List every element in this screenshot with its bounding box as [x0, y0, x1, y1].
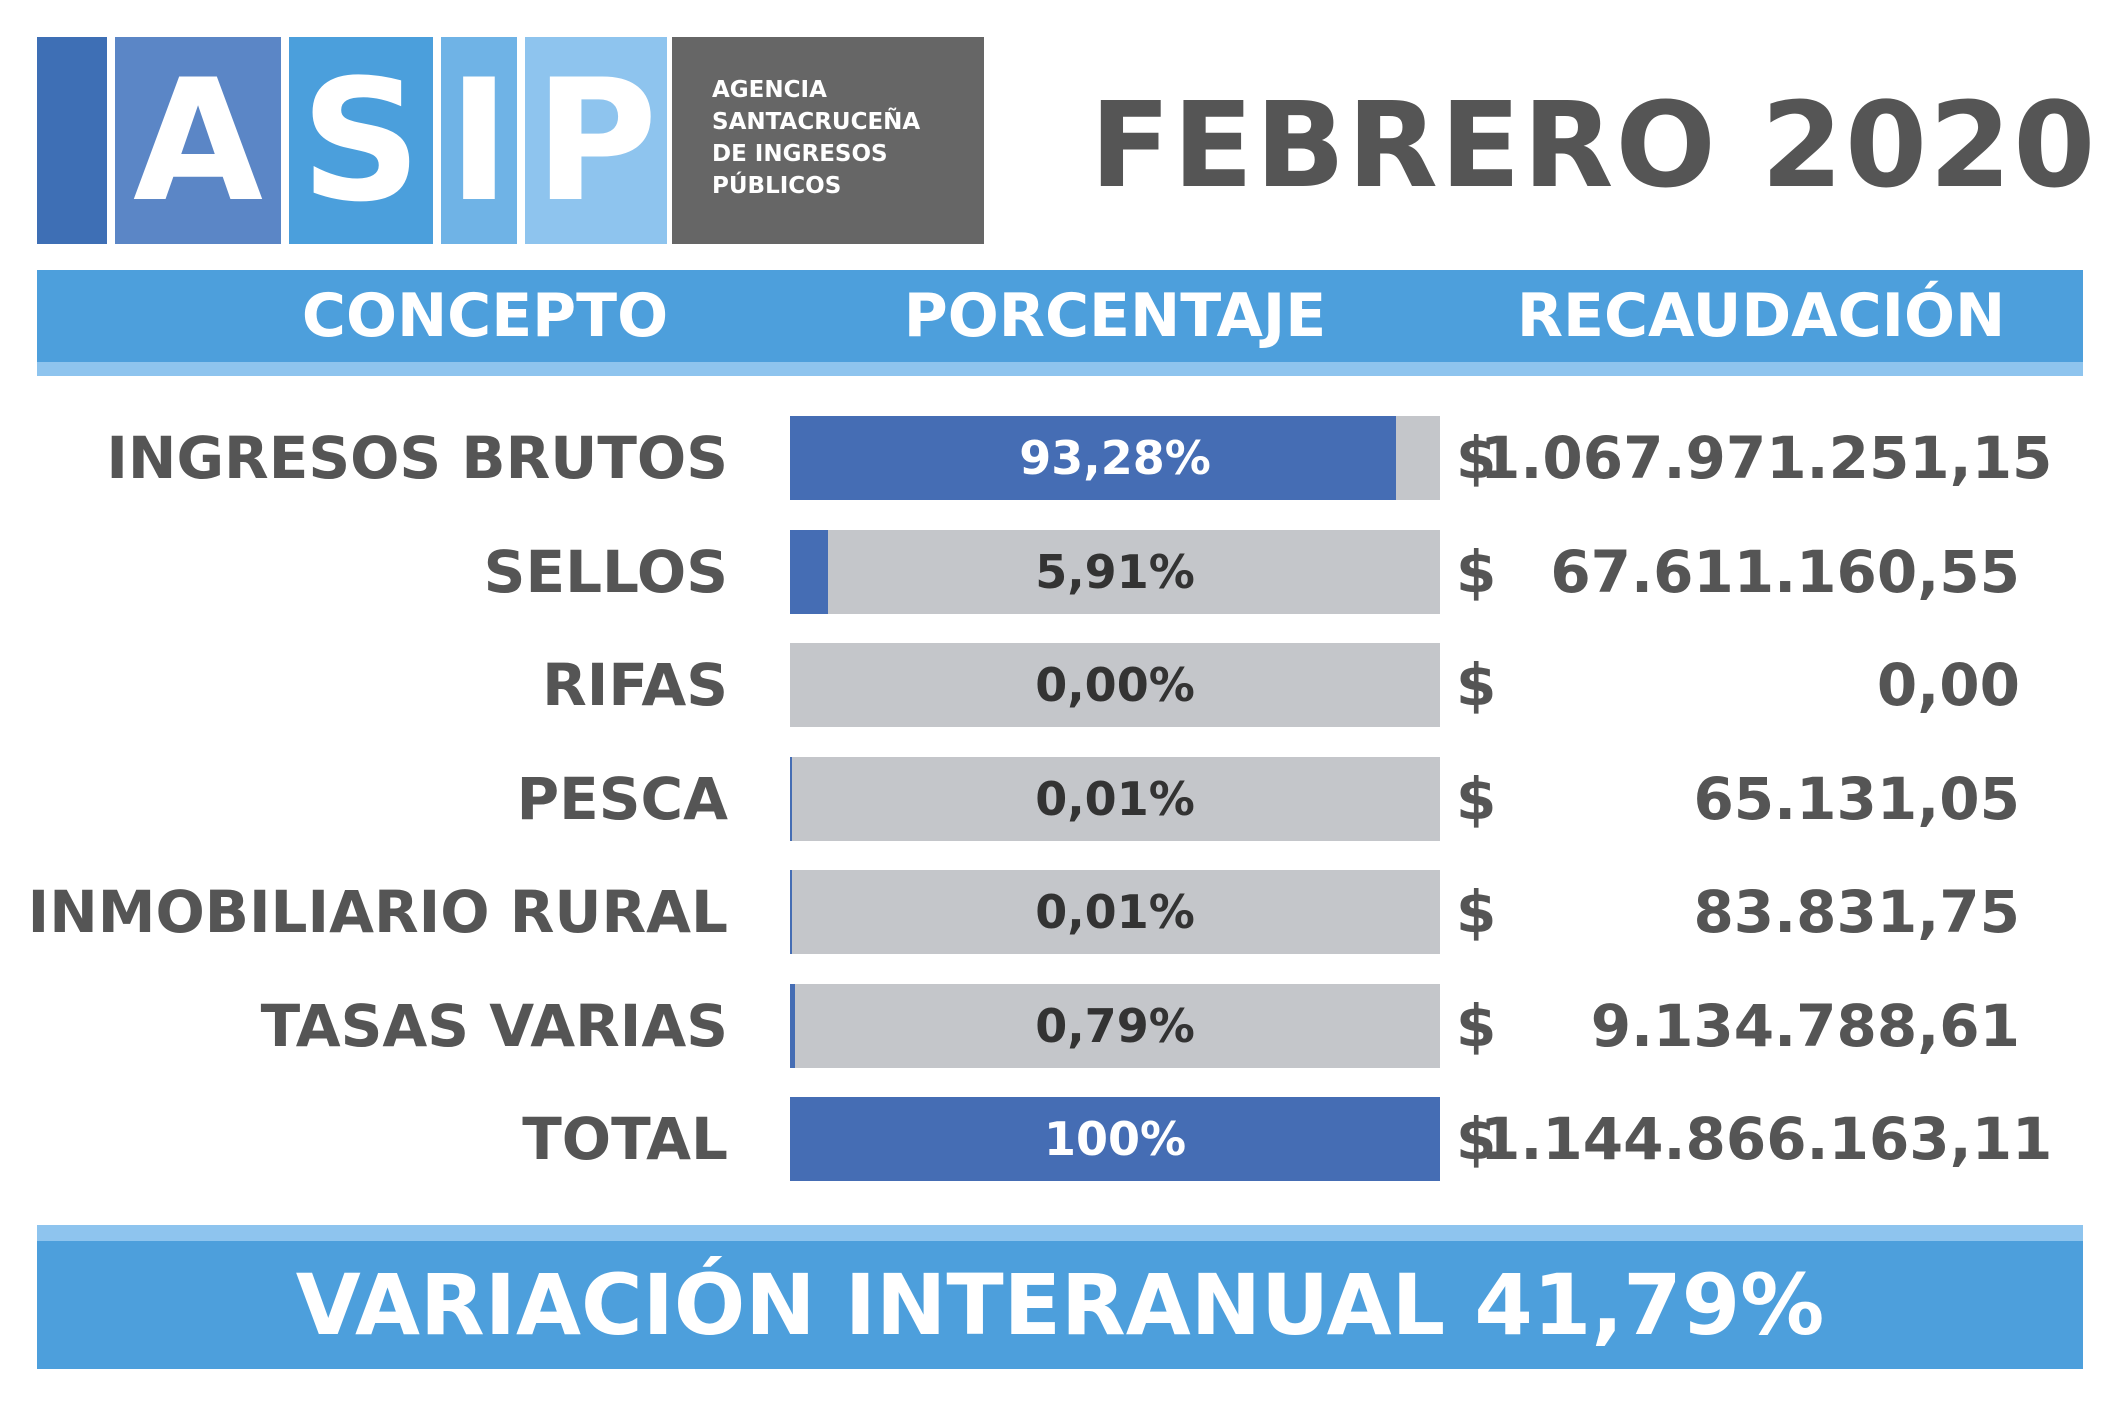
page-title: FEBRERO 2020	[1090, 76, 2098, 214]
table-header-stripe	[37, 362, 2083, 376]
logo-letter-s: S	[289, 37, 433, 244]
bar-track-tasas-varias: 0,79%	[790, 984, 1440, 1068]
bar-track-ingresos-brutos: 93,28%	[790, 416, 1440, 500]
bar-value-label-rifas: 0,00%	[1035, 658, 1195, 712]
agency-name: AGENCIA SANTACRUCEÑA DE INGRESOS PÚBLICO…	[672, 37, 984, 244]
bar-fill-sellos	[790, 530, 829, 614]
bar-track-rifas: 0,00%	[790, 643, 1440, 727]
header-recaudacion: RECAUDACIÓN	[1516, 281, 2006, 351]
currency-symbol: $	[1456, 992, 1497, 1060]
amount-ingresos-brutos: 1.067.971.251,15	[1480, 424, 2053, 492]
currency-symbol: $	[1456, 1105, 1497, 1173]
bar-value-label-ingresos-brutos: 93,28%	[1019, 431, 1211, 485]
logo-letter-a: A	[115, 37, 281, 244]
logo-tile-bar	[37, 37, 107, 244]
bar-track-pesca: 0,01%	[790, 757, 1440, 841]
bar-track-inmobiliario-rural: 0,01%	[790, 870, 1440, 954]
currency-symbol: $	[1456, 878, 1497, 946]
table-header	[37, 270, 2083, 362]
amount-rifas: 0,00	[1876, 651, 2020, 719]
logo-letter-i: I	[441, 37, 517, 244]
bar-fill-ingresos-brutos	[790, 416, 1397, 500]
bar-fill-total	[790, 1097, 1440, 1181]
currency-symbol: $	[1456, 538, 1497, 606]
logo-letter-p: P	[525, 37, 667, 244]
agency-line-3: DE INGRESOS	[712, 141, 888, 167]
bar-value-label-total: 100%	[1043, 1112, 1187, 1166]
bar-value-label-tasas-varias: 0,79%	[1035, 999, 1195, 1053]
amount-inmobiliario-rural: 83.831,75	[1693, 878, 2020, 946]
bar-fill-tasas-varias	[790, 984, 796, 1068]
bar-fill-inmobiliario-rural	[790, 870, 792, 954]
row-label-inmobiliario-rural: INMOBILIARIO RURAL	[27, 878, 728, 946]
currency-symbol: $	[1456, 424, 1497, 492]
row-label-pesca: PESCA	[516, 765, 728, 833]
row-label-ingresos-brutos: INGRESOS BRUTOS	[106, 424, 728, 492]
agency-line-1: AGENCIA	[712, 77, 827, 103]
row-label-total: TOTAL	[522, 1105, 728, 1173]
bar-fill-pesca	[790, 757, 792, 841]
agency-line-4: PÚBLICOS	[712, 173, 842, 199]
row-label-tasas-varias: TASAS VARIAS	[260, 992, 728, 1060]
amount-total: 1.144.866.163,11	[1480, 1105, 2053, 1173]
amount-sellos: 67.611.160,55	[1550, 538, 2020, 606]
footer-stripe	[37, 1225, 2083, 1241]
currency-symbol: $	[1456, 765, 1497, 833]
header-concepto: CONCEPTO	[301, 281, 669, 351]
amount-tasas-varias: 9.134.788,61	[1590, 992, 2020, 1060]
currency-symbol: $	[1456, 651, 1497, 719]
row-label-rifas: RIFAS	[542, 651, 728, 719]
header-porcentaje: PORCENTAJE	[903, 281, 1327, 351]
variation-banner: VARIACIÓN INTERANUAL 41,79%	[37, 1241, 2083, 1369]
bar-track-sellos: 5,91%	[790, 530, 1440, 614]
bar-value-label-pesca: 0,01%	[1035, 772, 1195, 826]
bar-value-label-inmobiliario-rural: 0,01%	[1035, 885, 1195, 939]
bar-track-total: 100%	[790, 1097, 1440, 1181]
agency-line-2: SANTACRUCEÑA	[712, 109, 921, 135]
amount-pesca: 65.131,05	[1693, 765, 2020, 833]
bar-value-label-sellos: 5,91%	[1035, 545, 1195, 599]
row-label-sellos: SELLOS	[483, 538, 728, 606]
